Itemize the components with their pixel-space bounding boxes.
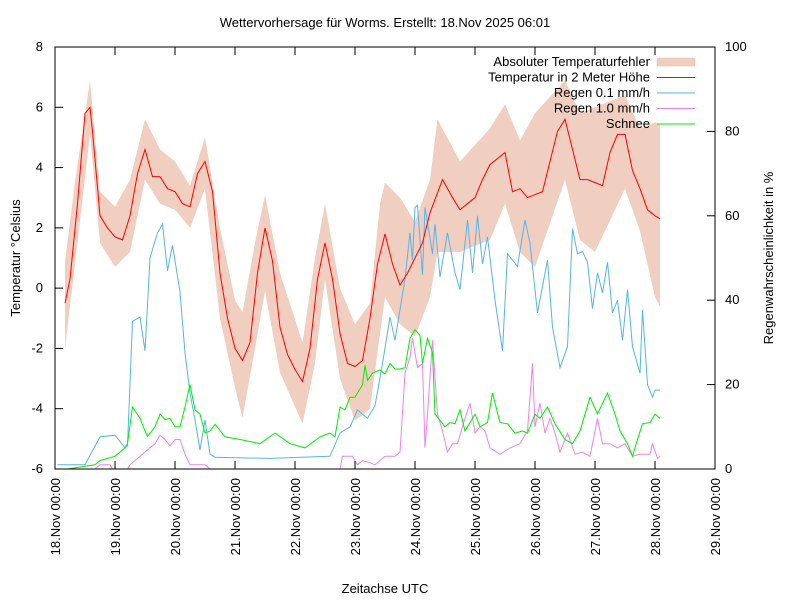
x-tick-label: 22.Nov 00:00 [288, 478, 303, 555]
y-tick-label: -6 [31, 461, 43, 476]
x-tick-label: 23.Nov 00:00 [348, 478, 363, 555]
x-tick-label: 29.Nov 00:00 [708, 478, 723, 555]
legend-label: Schnee [606, 116, 650, 131]
x-tick-label: 24.Nov 00:00 [408, 478, 423, 555]
chart-title: Wettervorhersage für Worms. Erstellt: 18… [220, 15, 550, 30]
x-tick-label: 26.Nov 00:00 [528, 478, 543, 555]
legend-label: Temperatur in 2 Meter Höhe [488, 70, 650, 85]
x-axis-label: Zeitachse UTC [342, 581, 429, 596]
x-tick-label: 27.Nov 00:00 [588, 478, 603, 555]
y2-tick-label: 40 [725, 292, 739, 307]
x-tick-label: 18.Nov 00:00 [48, 478, 63, 555]
y-tick-label: 4 [36, 160, 43, 175]
y-tick-label: 0 [36, 280, 43, 295]
temperature-error-band [65, 80, 660, 424]
y-tick-label: 6 [36, 99, 43, 114]
legend-label: Absoluter Temperaturfehler [493, 54, 650, 69]
y2-axis-label: Regenwahrscheinlichkeit in % [761, 171, 776, 344]
x-tick-label: 28.Nov 00:00 [648, 478, 663, 555]
y-tick-label: 2 [36, 220, 43, 235]
y2-tick-label: 0 [725, 461, 732, 476]
snow-line [67, 328, 661, 470]
x-tick-label: 21.Nov 00:00 [228, 478, 243, 555]
y-tick-label: 8 [36, 39, 43, 54]
rain-0-1-line [57, 204, 660, 466]
y-tick-label: -4 [31, 401, 43, 416]
y2-tick-label: 80 [725, 123, 739, 138]
x-tick-label: 20.Nov 00:00 [168, 478, 183, 555]
y2-tick-label: 60 [725, 208, 739, 223]
legend-label: Regen 1.0 mm/h [554, 101, 650, 116]
x-tick-label: 19.Nov 00:00 [108, 478, 123, 555]
legend-swatch [656, 57, 696, 67]
plot-border [54, 46, 716, 470]
y-axis-label: Temperatur °Celsius [8, 199, 23, 317]
y2-tick-label: 100 [725, 39, 747, 54]
legend-label: Regen 0.1 mm/h [554, 85, 650, 100]
y2-tick-label: 20 [725, 377, 739, 392]
rain-1-0-line [94, 338, 661, 470]
temperature-line [64, 106, 661, 383]
x-tick-label: 25.Nov 00:00 [468, 478, 483, 555]
y-tick-label: -2 [31, 340, 43, 355]
plot-area [57, 80, 661, 470]
